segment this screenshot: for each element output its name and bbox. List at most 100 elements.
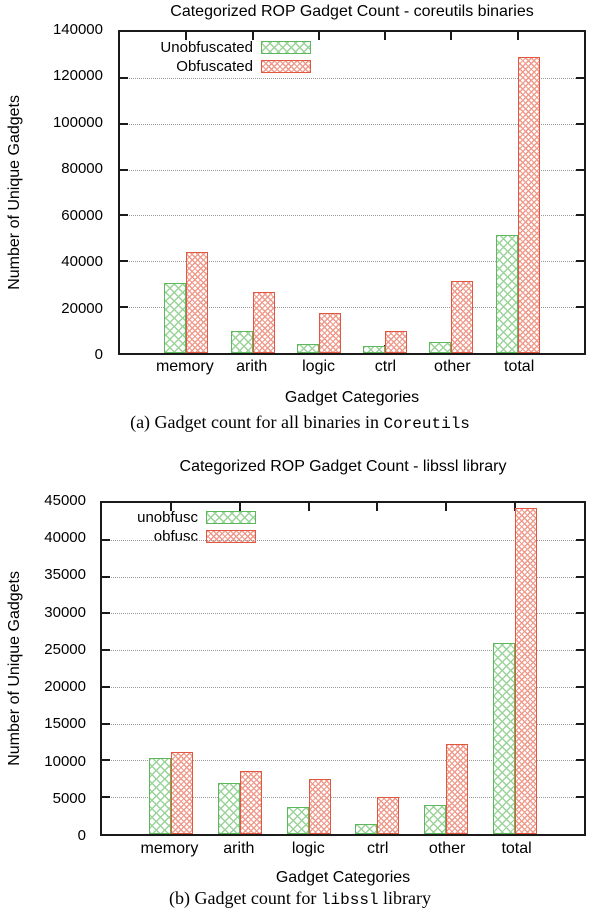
y-tick-mark bbox=[102, 649, 110, 652]
x-axis-category-labels: memory arith logic ctrl other total bbox=[100, 840, 586, 860]
y-tick-mark bbox=[576, 122, 584, 125]
legend-swatch-green-hatch-icon bbox=[206, 511, 256, 524]
caption-mono-text: libssl bbox=[320, 891, 379, 909]
bar-obfuscated-other bbox=[451, 280, 474, 353]
y-tick-label: 30000 bbox=[44, 603, 86, 621]
y-tick-mark bbox=[102, 796, 110, 799]
legend-row: obfusc bbox=[112, 527, 256, 546]
plot-area: Unobfuscated Obfuscated bbox=[118, 30, 586, 355]
bar-unobfusc-memory bbox=[148, 758, 171, 834]
y-tick-mark bbox=[120, 260, 128, 263]
x-category-label-other: other bbox=[434, 358, 471, 375]
legend-swatch-red-hatch-icon bbox=[206, 530, 256, 543]
legend-row: Obfuscated bbox=[130, 57, 311, 76]
bar-unobfuscated-arith bbox=[230, 331, 253, 353]
y-axis-tick-labels: 0 5000 10000 15000 20000 25000 30000 35000 40000… bbox=[0, 492, 86, 844]
y-tick-label: 45000 bbox=[44, 492, 86, 509]
x-tick-mark bbox=[317, 32, 320, 40]
y-tick-label: 15000 bbox=[44, 715, 86, 733]
bar-unobfuscated-ctrl bbox=[363, 346, 386, 353]
bar-unobfusc-total bbox=[493, 642, 516, 834]
y-tick-mark bbox=[576, 685, 584, 688]
y-tick-label: 25000 bbox=[44, 640, 86, 658]
x-category-label-other: other bbox=[428, 840, 466, 857]
caption-text: (b) Gadget count for bbox=[168, 888, 321, 908]
bar-obfusc-other bbox=[446, 744, 469, 834]
y-gridline bbox=[120, 169, 584, 171]
x-tick-mark bbox=[238, 503, 241, 511]
bar-obfusc-arith bbox=[239, 771, 262, 834]
bar-unobfusc-logic bbox=[286, 806, 309, 834]
x-tick-mark bbox=[445, 503, 448, 511]
caption-mono-text: Coreutils bbox=[383, 415, 470, 433]
legend-label-obfusc: obfusc bbox=[153, 528, 198, 545]
chart-title: Categorized ROP Gadget Count - libssl li… bbox=[179, 458, 507, 475]
x-category-label-memory: memory bbox=[140, 840, 199, 857]
bar-obfuscated-memory bbox=[186, 252, 209, 353]
x-tick-mark bbox=[516, 32, 519, 40]
y-tick-label: 120000 bbox=[52, 67, 103, 85]
y-tick-mark bbox=[576, 649, 584, 652]
y-tick-mark bbox=[576, 168, 584, 171]
y-gridline bbox=[102, 650, 584, 652]
y-tick-mark bbox=[120, 168, 128, 171]
y-tick-mark bbox=[576, 722, 584, 725]
bar-unobfuscated-logic bbox=[296, 343, 319, 353]
x-category-label-ctrl: ctrl bbox=[367, 840, 389, 857]
y-gridline bbox=[102, 539, 584, 541]
y-tick-mark bbox=[102, 575, 110, 578]
x-axis-category-labels: memory arith logic ctrl other total bbox=[118, 358, 586, 378]
y-tick-label: 35000 bbox=[44, 566, 86, 584]
bar-obfuscated-total bbox=[517, 57, 540, 353]
y-tick-mark bbox=[576, 214, 584, 217]
y-gridline bbox=[102, 760, 584, 762]
caption-text: library bbox=[378, 888, 432, 908]
y-tick-label: 80000 bbox=[61, 160, 103, 178]
y-tick-mark bbox=[102, 722, 110, 725]
y-tick-mark bbox=[576, 306, 584, 309]
legend-row: Unobfuscated bbox=[130, 38, 311, 57]
legend-label-unobfusc: unobfusc bbox=[137, 509, 198, 526]
y-gridline bbox=[120, 123, 584, 125]
caption-subfigure-b: (b) Gadget count for libssl library bbox=[0, 888, 600, 909]
y-tick-mark bbox=[576, 76, 584, 79]
y-tick-mark bbox=[120, 306, 128, 309]
x-tick-mark bbox=[514, 503, 517, 511]
y-tick-mark bbox=[120, 214, 128, 217]
legend-label-unobfuscated: Unobfuscated bbox=[160, 39, 253, 56]
y-tick-mark bbox=[102, 759, 110, 762]
x-tick-mark bbox=[384, 32, 387, 40]
y-tick-mark bbox=[102, 612, 110, 615]
y-tick-label: 10000 bbox=[44, 752, 86, 770]
y-tick-label: 40000 bbox=[61, 253, 103, 271]
y-tick-mark bbox=[576, 575, 584, 578]
y-gridline bbox=[120, 307, 584, 309]
y-tick-mark bbox=[576, 260, 584, 263]
bar-unobfusc-ctrl bbox=[355, 824, 378, 834]
y-gridline bbox=[102, 797, 584, 799]
legend: Unobfuscated Obfuscated bbox=[130, 38, 311, 76]
x-tick-mark bbox=[169, 503, 172, 511]
legend-swatch-green-hatch-icon bbox=[261, 41, 311, 54]
bar-unobfuscated-other bbox=[429, 342, 452, 353]
y-axis-tick-labels: 0 20000 40000 60000 80000 100000 120000 140000 bbox=[0, 21, 103, 363]
bar-obfuscated-arith bbox=[252, 291, 275, 353]
y-gridline bbox=[102, 576, 584, 578]
y-tick-mark bbox=[102, 538, 110, 541]
y-gridline bbox=[120, 261, 584, 263]
y-tick-mark bbox=[576, 612, 584, 615]
bar-obfuscated-ctrl bbox=[385, 331, 408, 353]
x-tick-mark bbox=[376, 503, 379, 511]
y-tick-mark bbox=[120, 122, 128, 125]
plot-area: unobfusc obfusc bbox=[100, 501, 586, 836]
x-category-label-arith: arith bbox=[236, 358, 268, 375]
x-category-label-ctrl: ctrl bbox=[374, 358, 397, 375]
x-category-label-logic: logic bbox=[291, 840, 325, 857]
x-tick-mark bbox=[307, 503, 310, 511]
x-category-label-logic: logic bbox=[302, 358, 336, 375]
bar-obfusc-ctrl bbox=[377, 797, 400, 834]
y-tick-label: 20000 bbox=[61, 299, 103, 317]
legend-label-obfuscated: Obfuscated bbox=[176, 58, 253, 75]
y-tick-label: 0 bbox=[94, 346, 103, 363]
legend-swatch-red-hatch-icon bbox=[261, 60, 311, 73]
